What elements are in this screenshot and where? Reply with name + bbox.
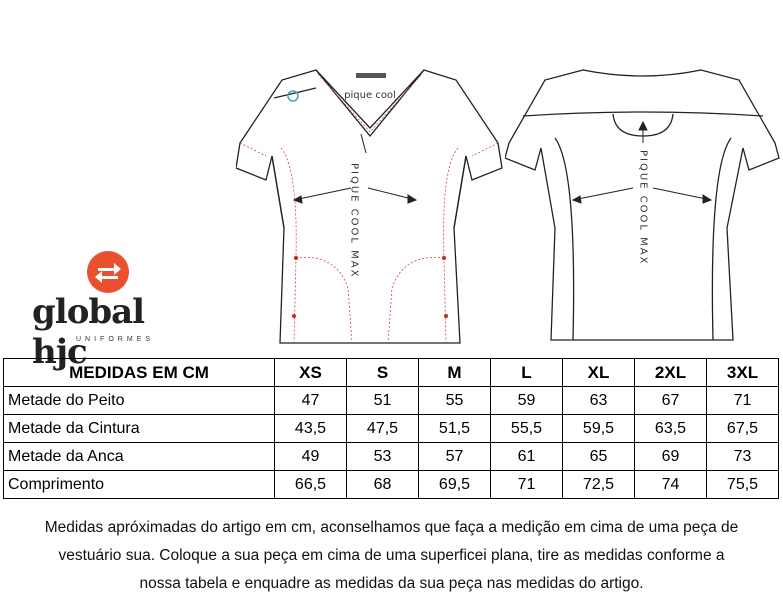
table-cell: 55,5 [490, 414, 563, 443]
table-cell: 73 [706, 442, 779, 471]
table-cell: 65 [562, 442, 635, 471]
table-cell: 43,5 [274, 414, 347, 443]
table-row: Metade da Cintura 43,5 47,5 51,5 55,5 59… [3, 414, 779, 443]
table-cell: 75,5 [706, 470, 779, 499]
table-cell: 61 [490, 442, 563, 471]
row-label: Comprimento [3, 470, 275, 499]
table-cell: 74 [634, 470, 707, 499]
table-cell: 51 [346, 386, 419, 415]
table-cell: 67 [634, 386, 707, 415]
note-line: vestuário sua. Coloque a sua peça em cim… [58, 547, 725, 564]
logo-arrows-icon [87, 251, 129, 293]
table-cell: 47 [274, 386, 347, 415]
header-cell: 2XL [634, 358, 707, 387]
table-cell: 47,5 [346, 414, 419, 443]
measurement-note: Medidas apróximadas do artigo em cm, aco… [0, 514, 783, 598]
table-cell: 68 [346, 470, 419, 499]
table-row: Metade do Peito 47 51 55 59 63 67 71 [3, 386, 779, 415]
table-cell: 66,5 [274, 470, 347, 499]
back-garment-drawing: PIQUE COOL MAX [505, 69, 780, 341]
table-cell: 51,5 [418, 414, 491, 443]
table-cell: 63,5 [634, 414, 707, 443]
table-cell: 57 [418, 442, 491, 471]
table-cell: 53 [346, 442, 419, 471]
back-vertical-text: PIQUE COOL MAX [638, 150, 649, 265]
table-cell: 55 [418, 386, 491, 415]
table-cell: 72,5 [562, 470, 635, 499]
header-cell: 3XL [706, 358, 779, 387]
table-cell: 71 [490, 470, 563, 499]
logo-subtitle: UNIFORMES [76, 336, 154, 343]
header-cell: M [418, 358, 491, 387]
front-vertical-text: PIQUE COOL MAX [349, 163, 360, 278]
table-cell: 49 [274, 442, 347, 471]
header-cell: S [346, 358, 419, 387]
note-line: nossa tabela e enquadre as medidas da su… [139, 575, 644, 592]
front-label-text: pique cool [344, 90, 396, 101]
header-cell: XS [274, 358, 347, 387]
table-row: Metade da Anca 49 53 57 61 65 69 73 [3, 442, 779, 471]
row-label: Metade da Cintura [3, 414, 275, 443]
row-label: Metade do Peito [3, 386, 275, 415]
table-cell: 63 [562, 386, 635, 415]
table-header-row: MEDIDAS EM CM XS S M L XL 2XL 3XL [3, 358, 779, 387]
row-label: Metade da Anca [3, 442, 275, 471]
table-cell: 59,5 [562, 414, 635, 443]
header-cell: XL [562, 358, 635, 387]
table-cell: 71 [706, 386, 779, 415]
header-cell: MEDIDAS EM CM [3, 358, 275, 387]
table-cell: 67,5 [706, 414, 779, 443]
front-garment-drawing: pique cool PIQUE COOL MAX [236, 69, 503, 344]
note-line: Medidas apróximadas do artigo em cm, aco… [44, 519, 739, 536]
size-table: MEDIDAS EM CM XS S M L XL 2XL 3XL Metade… [3, 358, 779, 499]
table-cell: 59 [490, 386, 563, 415]
table-cell: 69 [634, 442, 707, 471]
brand-logo: global hjc UNIFORMES [28, 250, 208, 372]
header-cell: L [490, 358, 563, 387]
table-cell: 69,5 [418, 470, 491, 499]
table-row: Comprimento 66,5 68 69,5 71 72,5 74 75,5 [3, 470, 779, 499]
